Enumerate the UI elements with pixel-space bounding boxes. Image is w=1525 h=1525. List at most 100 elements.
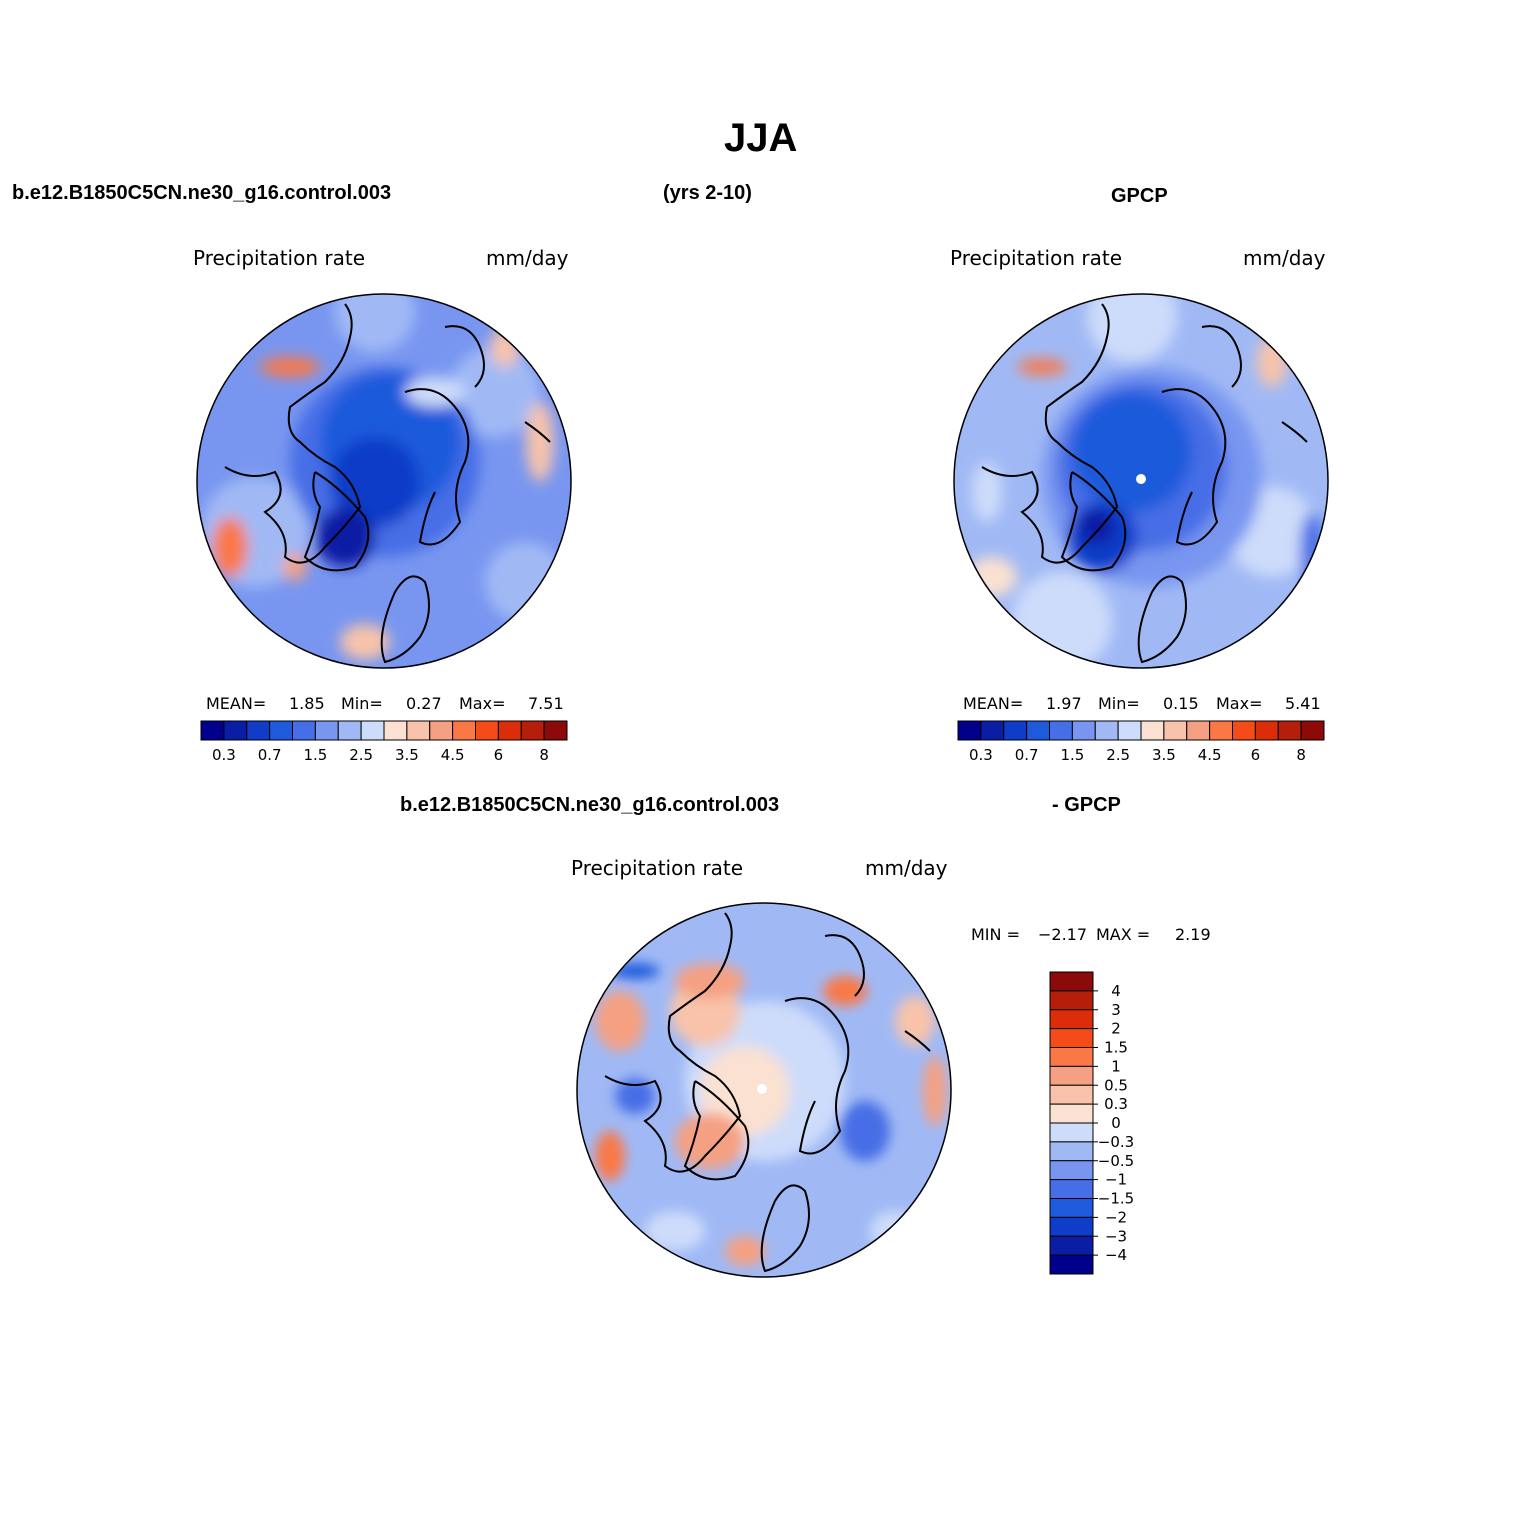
model-max: 7.51 [528, 694, 564, 713]
colorbar-tick-label: 2.5 [349, 746, 373, 764]
colorbar-tick-label: 3.5 [395, 746, 419, 764]
diff-max: 2.19 [1175, 925, 1211, 944]
colorbar-tick-label: −0.5 [1098, 1152, 1134, 1170]
colorbar-tick-label: 2.5 [1106, 746, 1130, 764]
colorbar-swatch [1163, 720, 1188, 741]
colorbar-swatch [269, 720, 293, 741]
colorbar-tick-label: 0.5 [1104, 1076, 1128, 1094]
colorbar-swatch [1049, 1084, 1094, 1105]
colorbar-tick-label: 0.7 [1015, 746, 1039, 764]
model-max-label: Max= [459, 694, 506, 713]
colorbar-swatch [452, 720, 476, 741]
colorbar-swatch [1232, 720, 1256, 741]
colorbar-swatch [1049, 1160, 1094, 1181]
diff-variable: Precipitation rate [571, 856, 743, 880]
obs-min-label: Min= [1098, 694, 1140, 713]
colorbar-tick-label: 6 [1251, 746, 1261, 764]
colorbar-swatch [1003, 720, 1028, 741]
colorbar-tick-label: 8 [1296, 746, 1306, 764]
colorbar-tick-label: −1.5 [1098, 1190, 1134, 1208]
colorbar-tick-label: −0.3 [1098, 1133, 1134, 1151]
colorbar-tick-label: 4 [1111, 982, 1121, 1000]
colorbar-tick-label: −1 [1105, 1171, 1127, 1189]
model-min: 0.27 [406, 694, 442, 713]
colorbar-tick-label: 6 [494, 746, 504, 764]
colorbar-swatch [1049, 1235, 1094, 1256]
colorbar-tick-label: 0.3 [212, 746, 236, 764]
colorbar-swatch [1049, 1179, 1094, 1199]
colorbar-swatch [1254, 720, 1279, 741]
colorbar-swatch [1094, 720, 1119, 741]
colorbar-swatch [429, 720, 454, 741]
colorbar-tick-label: 2 [1111, 1020, 1121, 1038]
model-mean-label: MEAN= [206, 694, 267, 713]
obs-precip-map [953, 293, 1329, 669]
colorbar-tick-label: −3 [1105, 1227, 1127, 1245]
colorbar-swatch [1049, 1141, 1094, 1162]
colorbar-swatch [980, 720, 1005, 741]
colorbar-swatch [406, 720, 431, 741]
colorbar-swatch [1026, 720, 1050, 741]
colorbar-tick-label: −2 [1105, 1208, 1127, 1226]
colorbar-swatch [1186, 720, 1211, 741]
colorbar-swatch [1049, 1198, 1094, 1218]
obs-max: 5.41 [1285, 694, 1321, 713]
obs-mean-label: MEAN= [963, 694, 1024, 713]
model-colorbar: 0.3 0.7 1.5 2.5 3.5 4.5 6 8 [200, 720, 568, 764]
colorbar-tick-label: 4.5 [441, 746, 465, 764]
colorbar-swatch [957, 720, 982, 741]
colorbar-swatch [520, 720, 545, 741]
obs-name: GPCP [1111, 185, 1168, 207]
colorbar-tick-label: −4 [1105, 1246, 1127, 1264]
colorbar-swatch [1300, 720, 1325, 741]
colorbar-swatch [314, 720, 339, 741]
colorbar-swatch [223, 720, 248, 741]
colorbar-swatch [543, 720, 568, 741]
colorbar-swatch [337, 720, 362, 741]
colorbar-swatch [1049, 1047, 1094, 1067]
colorbar-tick-label: 0 [1111, 1114, 1121, 1132]
colorbar-swatch [200, 720, 225, 741]
colorbar-tick-label: 1 [1111, 1057, 1121, 1075]
colorbar-swatch [1049, 1009, 1094, 1030]
colorbar-swatch [1049, 720, 1073, 741]
colorbar-swatch [1071, 720, 1096, 741]
diff-suffix: - GPCP [1052, 794, 1121, 816]
model-units: mm/day [486, 246, 569, 270]
obs-variable: Precipitation rate [950, 246, 1122, 270]
years-label: (yrs 2-10) [663, 182, 752, 204]
obs-units: mm/day [1243, 246, 1326, 270]
obs-max-label: Max= [1216, 694, 1263, 713]
colorbar-tick-label: 3 [1111, 1001, 1121, 1019]
colorbar-tick-label: 4.5 [1198, 746, 1222, 764]
diff-case-name: b.e12.B1850C5CN.ne30_g16.control.003 [400, 794, 780, 816]
colorbar-swatch [1209, 720, 1233, 741]
colorbar-swatch [1049, 1122, 1094, 1143]
colorbar-swatch [383, 720, 408, 741]
model-precip-map [196, 293, 572, 669]
model-mean: 1.85 [289, 694, 325, 713]
colorbar-swatch [360, 720, 385, 741]
diff-units: mm/day [865, 856, 948, 880]
colorbar-tick-label: 0.3 [969, 746, 993, 764]
model-min-label: Min= [341, 694, 383, 713]
diff-min-label: MIN = [971, 925, 1020, 944]
figure-title: JJA [724, 116, 798, 160]
case-name: b.e12.B1850C5CN.ne30_g16.control.003 [12, 182, 392, 204]
diff-precip-map [576, 902, 952, 1278]
diff-min: −2.17 [1038, 925, 1088, 944]
colorbar-swatch [1049, 1254, 1094, 1275]
colorbar-swatch [1117, 720, 1142, 741]
colorbar-tick-label: 1.5 [1104, 1039, 1128, 1057]
obs-colorbar: 0.3 0.7 1.5 2.5 3.5 4.5 6 8 [957, 720, 1325, 764]
colorbar-swatch [1049, 1028, 1094, 1048]
diff-max-label: MAX = [1096, 925, 1151, 944]
colorbar-swatch [1049, 990, 1094, 1011]
colorbar-swatch [1049, 1103, 1094, 1124]
colorbar-swatch [1277, 720, 1302, 741]
colorbar-swatch [1049, 1216, 1094, 1237]
colorbar-swatch [1049, 1065, 1094, 1086]
colorbar-swatch [1140, 720, 1165, 741]
colorbar-tick-label: 1.5 [1060, 746, 1084, 764]
